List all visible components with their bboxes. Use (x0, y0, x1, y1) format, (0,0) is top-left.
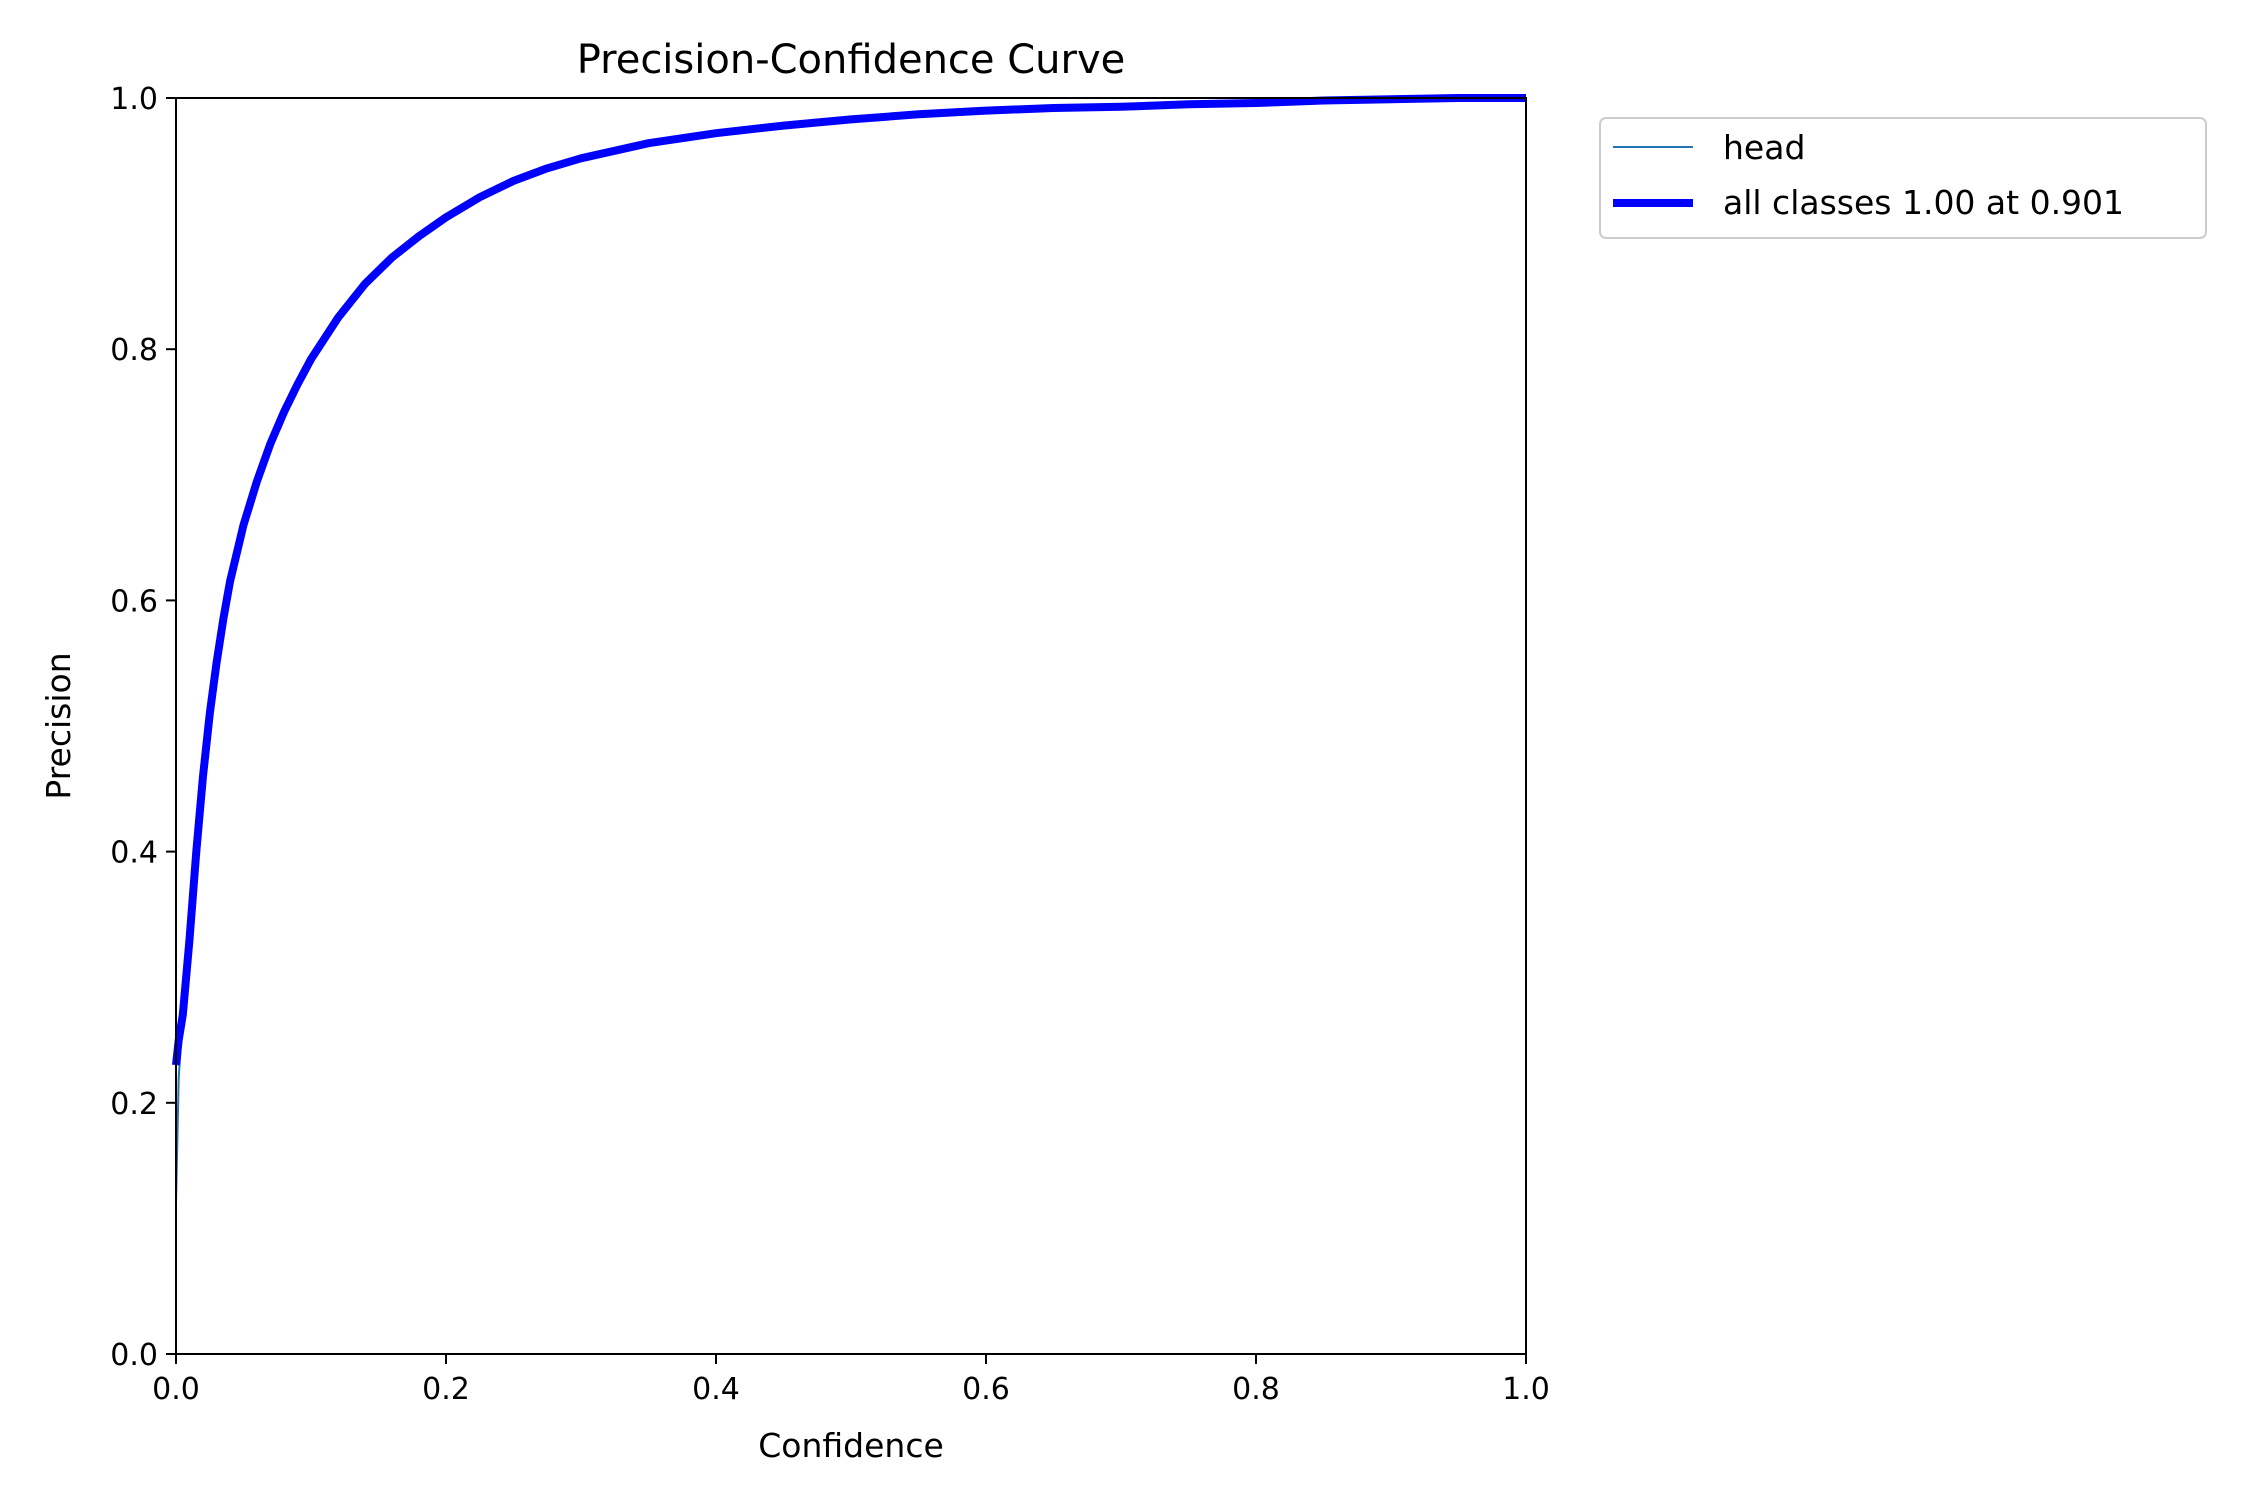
x-tick-label: 0.2 (422, 1372, 470, 1407)
y-axis-label: Precision (39, 652, 78, 799)
x-tick-label: 0.0 (152, 1372, 200, 1407)
y-tick-label: 0.0 (110, 1338, 158, 1373)
legend-frame (1599, 117, 2207, 239)
y-tick-label: 0.4 (110, 836, 158, 871)
legend-label-all-classes: all classes 1.00 at 0.901 (1723, 183, 2124, 222)
x-axis-ticks: 0.0 0.2 0.4 0.6 0.8 1.0 (152, 1354, 1550, 1407)
y-tick-label: 1.0 (110, 82, 158, 117)
x-tick-label: 0.8 (1232, 1372, 1280, 1407)
y-axis-ticks: 0.0 0.2 0.4 0.6 0.8 1.0 (110, 82, 176, 1373)
chart-title: Precision-Confidence Curve (577, 37, 1126, 83)
legend-label-head: head (1723, 128, 1805, 167)
x-tick-label: 0.6 (962, 1372, 1010, 1407)
series-line-1 (172, 94, 1526, 1066)
x-axis-label: Confidence (758, 1426, 944, 1465)
legend: head all classes 1.00 at 0.901 (1599, 117, 2207, 239)
y-tick-label: 0.2 (110, 1087, 158, 1122)
plot-frame (175, 97, 1527, 1355)
y-tick-label: 0.6 (110, 584, 158, 619)
x-tick-label: 1.0 (1502, 1372, 1550, 1407)
series-layer (172, 94, 1526, 1204)
y-tick-label: 0.8 (110, 333, 158, 368)
x-tick-label: 0.4 (692, 1372, 740, 1407)
